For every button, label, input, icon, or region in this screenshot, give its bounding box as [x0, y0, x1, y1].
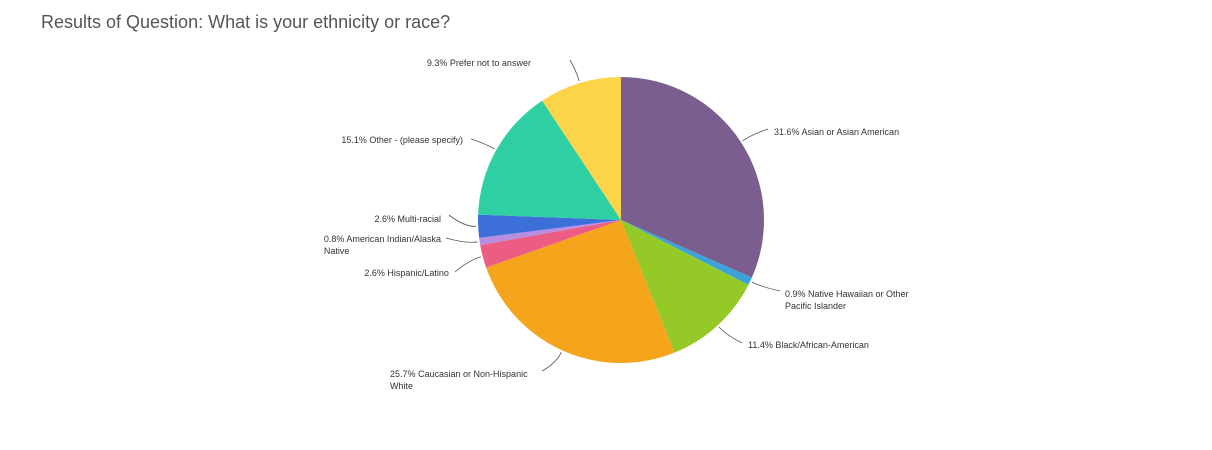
pie-slice-3 — [621, 220, 749, 353]
pie-slice-7 — [477, 214, 621, 238]
pie-slice-6 — [479, 220, 621, 246]
slice-label-6: 0.8% American Indian/Alaska Native — [324, 234, 441, 256]
pie-slice-2 — [621, 220, 752, 285]
slice-label-7: 2.6% Multi-racial — [375, 214, 442, 224]
leader-line-3 — [718, 326, 743, 344]
leader-line-8 — [470, 138, 495, 150]
slice-label-3: 11.4% Black/African-American — [748, 340, 869, 350]
slice-label-9: 9.3% Prefer not to answer — [427, 58, 531, 68]
pie-slice-9 — [542, 77, 621, 220]
leader-line-2 — [751, 281, 781, 292]
pie-slice-5 — [480, 220, 621, 268]
pie-slice-1 — [621, 77, 765, 278]
pie-slice-4 — [486, 220, 675, 363]
leader-line-5 — [454, 256, 481, 273]
leader-line-4 — [541, 352, 562, 372]
leader-line-1 — [742, 128, 769, 142]
slice-label-8: 15.1% Other - (please specify) — [341, 135, 463, 145]
slice-label-1: 31.6% Asian or Asian American — [774, 127, 899, 137]
leader-line-7 — [448, 214, 477, 227]
pie-slice-8 — [478, 100, 621, 220]
leader-line-9 — [569, 59, 580, 82]
page-title: Results of Question: What is your ethnic… — [41, 12, 451, 32]
leader-line-6 — [445, 237, 478, 243]
slice-label-2: 0.9% Native Hawaiian or Other Pacific Isl… — [785, 289, 909, 311]
slice-label-5: 2.6% Hispanic/Latino — [364, 268, 449, 278]
slice-label-4: 25.7% Caucasian or Non-Hispanic White — [390, 369, 528, 391]
